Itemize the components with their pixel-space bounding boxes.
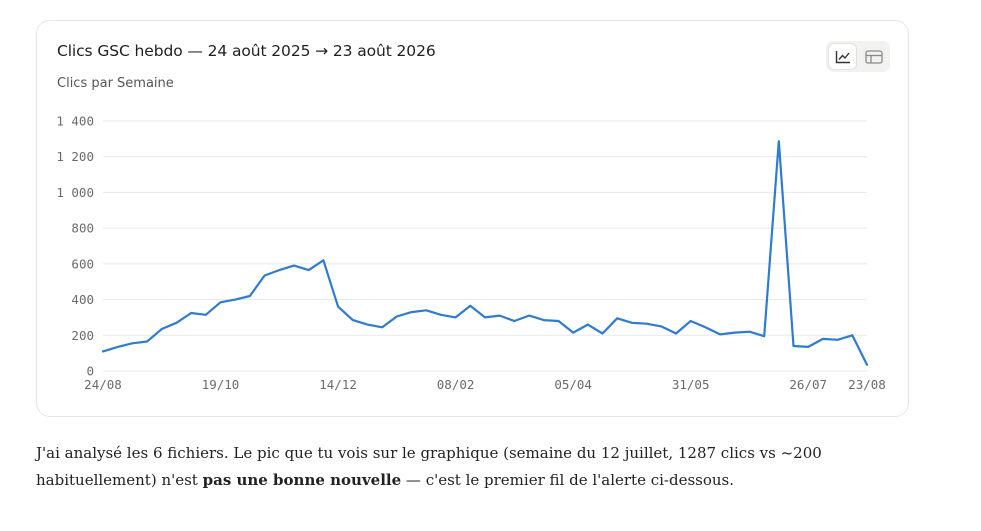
message-text-start: J'ai analysé les 6 fichiers. Le pic que …: [36, 444, 822, 489]
y-tick-label: 200: [71, 328, 94, 343]
y-tick-label: 1 200: [56, 149, 94, 164]
message-text-end: — c'est le premier fil de l'alerte ci-de…: [401, 470, 735, 489]
view-toggle: [826, 41, 890, 72]
line-chart-icon: [835, 50, 850, 63]
y-tick-label: 1 400: [56, 114, 94, 129]
x-tick-label: 19/10: [202, 377, 240, 392]
line-chart: 0 200 400 600 800 1 000 1 200 1 400 24/08 19/10 14…: [56, 114, 886, 393]
clics-series-line: [101, 140, 869, 366]
x-tick-label: 14/12: [319, 377, 357, 392]
x-tick-label: 26/07: [789, 377, 827, 392]
y-tick-label: 600: [71, 256, 94, 271]
chart-title: Clics GSC hebdo — 24 août 2025 → 23 août…: [57, 42, 436, 60]
table-view-button[interactable]: [860, 44, 887, 69]
assistant-message: J'ai analysé les 6 fichiers. Le pic que …: [36, 440, 856, 493]
x-tick-label: 05/04: [554, 377, 592, 392]
y-tick-label: 1 000: [56, 185, 94, 200]
y-tick-label: 0: [86, 364, 94, 379]
x-tick-label: 31/05: [672, 377, 710, 392]
y-tick-label: 400: [71, 292, 94, 307]
table-icon: [864, 49, 883, 64]
message-emphasis: pas une bonne nouvelle: [202, 470, 402, 489]
x-tick-label: 24/08: [84, 377, 122, 392]
x-tick-label: 23/08: [848, 377, 886, 392]
chart-view-button[interactable]: [829, 44, 856, 69]
y-tick-label: 800: [71, 221, 94, 236]
x-tick-label: 08/02: [437, 377, 475, 392]
chart-card: Clics GSC hebdo — 24 août 2025 → 23 août…: [36, 20, 909, 417]
chart-subtitle: Clics par Semaine: [57, 76, 174, 91]
